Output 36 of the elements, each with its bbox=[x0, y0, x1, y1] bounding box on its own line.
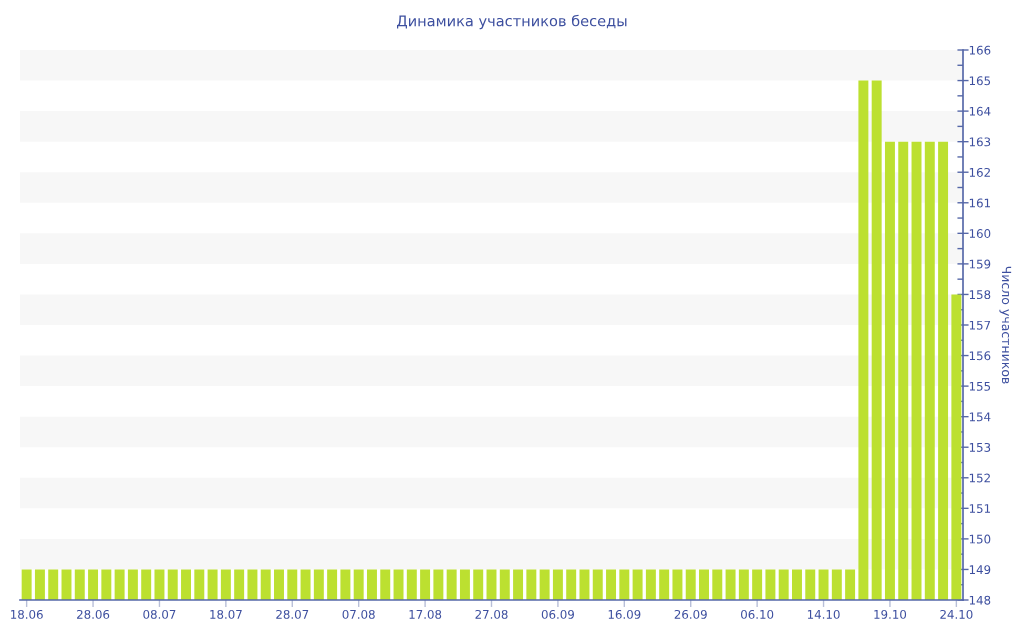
y-tick-label: 164 bbox=[969, 106, 991, 116]
x-tick-label: 28.06 bbox=[77, 609, 110, 619]
x-tick-label: 16.09 bbox=[608, 609, 641, 619]
y-tick-label: 152 bbox=[969, 473, 990, 483]
y-tick-label: 163 bbox=[969, 137, 991, 147]
chart-title: Динамика участников беседы bbox=[397, 14, 627, 30]
y-tick-label: 157 bbox=[969, 320, 991, 330]
x-tick-label: 19.10 bbox=[874, 609, 907, 619]
x-tick-label: 17.08 bbox=[409, 609, 442, 619]
y-tick-label: 154 bbox=[969, 412, 991, 422]
x-tick-label: 18.06 bbox=[11, 609, 43, 619]
x-tick-label: 27.08 bbox=[475, 609, 508, 619]
x-tick-label: 06.10 bbox=[741, 609, 774, 619]
x-tick-label: 24.10 bbox=[940, 609, 973, 619]
y-tick-label: 150 bbox=[969, 534, 991, 544]
y-tick-label: 158 bbox=[969, 290, 991, 300]
x-tick-label: 06.09 bbox=[541, 609, 574, 619]
x-tick-label: 18.07 bbox=[210, 609, 242, 619]
x-tick-label: 08.07 bbox=[143, 609, 176, 619]
y-axis-title: Число участников bbox=[999, 266, 1012, 384]
y-tick-label: 149 bbox=[969, 565, 991, 575]
y-tick-label: 160 bbox=[969, 229, 991, 238]
x-tick-label: 28.07 bbox=[276, 609, 309, 619]
x-tick-label: 14.10 bbox=[807, 609, 840, 619]
y-tick-label: 166 bbox=[969, 45, 991, 55]
y-tick-label: 153 bbox=[969, 442, 991, 452]
y-tick-label: 156 bbox=[969, 351, 991, 361]
y-tick-label: 162 bbox=[969, 167, 990, 177]
x-tick-label: 07.08 bbox=[342, 609, 375, 619]
y-tick-label: 155 bbox=[969, 381, 991, 391]
y-tick-label: 165 bbox=[969, 76, 991, 86]
y-tick-label: 159 bbox=[969, 259, 991, 269]
x-tick-label: 26.09 bbox=[674, 609, 707, 619]
y-tick-label: 148 bbox=[969, 595, 991, 605]
y-tick-label: 161 bbox=[969, 198, 990, 208]
y-tick-label: 151 bbox=[969, 504, 990, 513]
